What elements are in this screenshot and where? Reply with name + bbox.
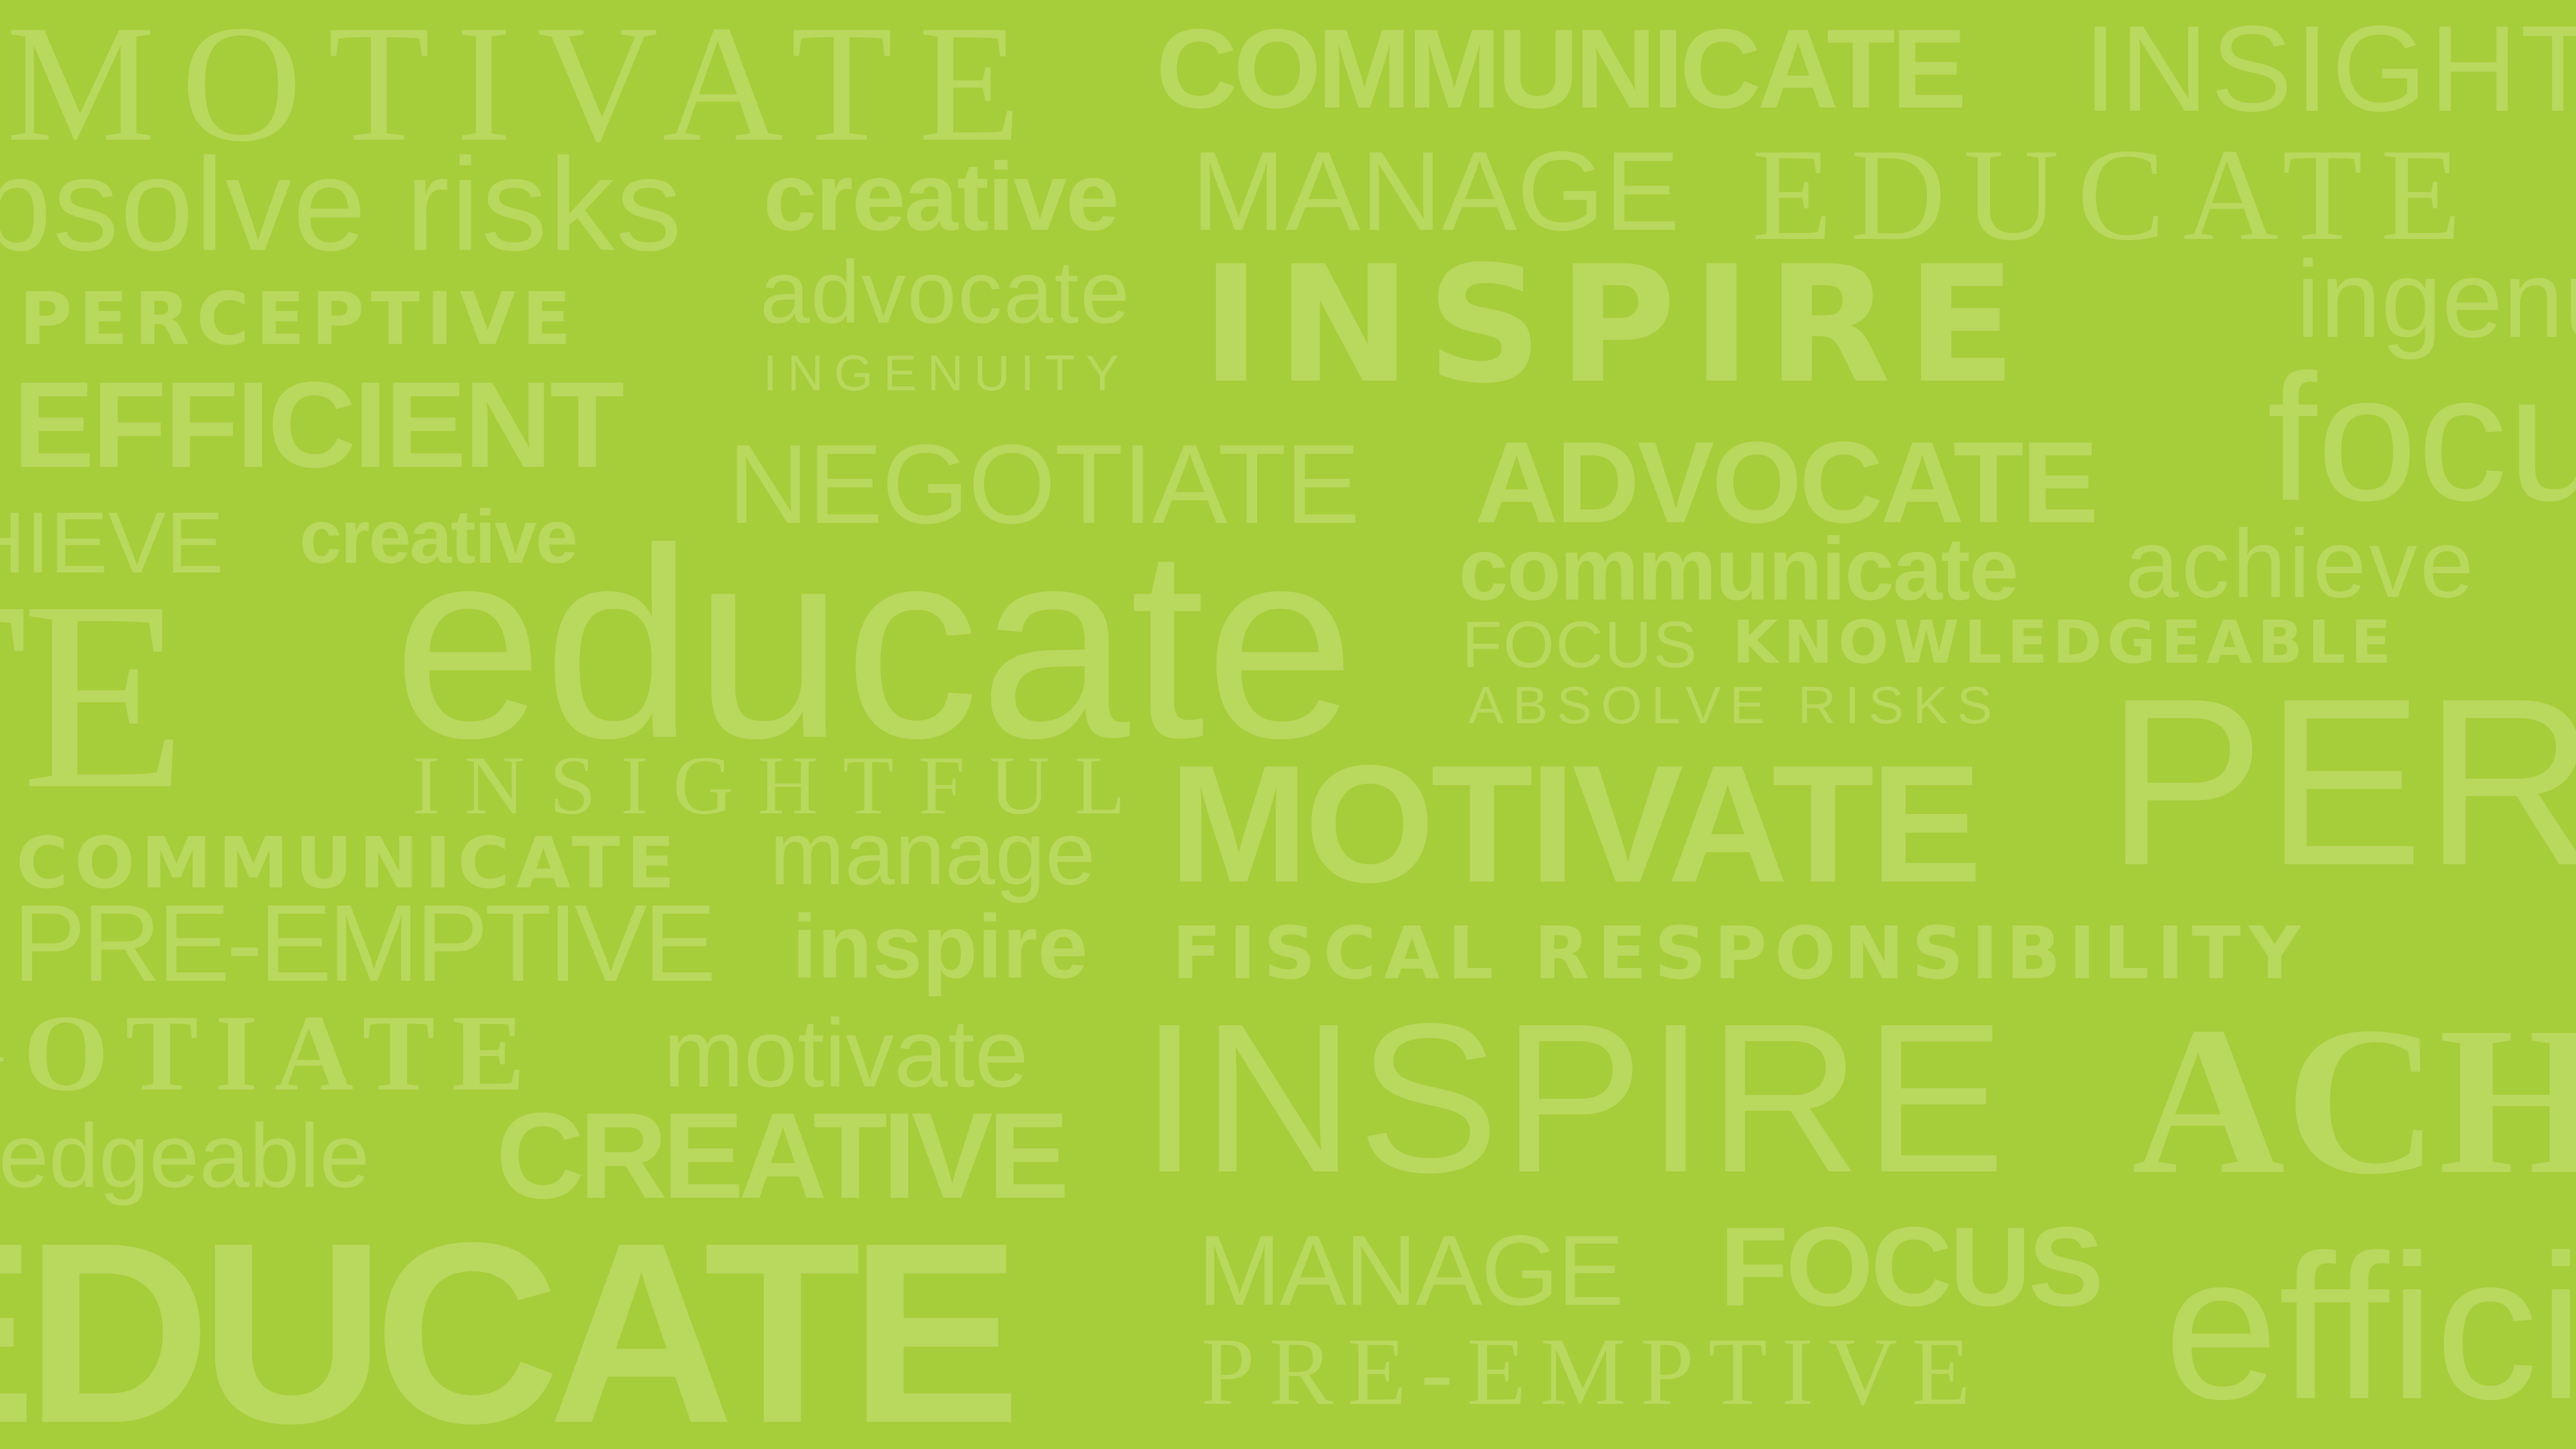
word-inspire-bold-lower: inspire [792, 896, 1088, 997]
word-ate-serif: ATE [0, 545, 187, 845]
word-preemptive-serif: PRE-EMPTIVE [1201, 1318, 1985, 1425]
word-creative-caps-bold: CREATIVE [496, 1088, 1070, 1224]
word-focus-thin: FOCUS [1462, 608, 1698, 681]
word-communicate-wide: COMMUNICATE [16, 822, 681, 904]
word-manage-caps-thin: MANAGE [1198, 1215, 1624, 1326]
word-negotiate-thin: NEGOTIATE [728, 422, 1360, 547]
word-achieve-serif-large: ACHIEVE [2132, 983, 2576, 1218]
word-communicate-bold: COMMUNICATE [1156, 6, 1967, 132]
word-knowledgeable-wide: KNOWLEDGEABLE [1732, 608, 2396, 677]
word-communicate-lower: communicate [1459, 520, 2019, 619]
word-motivate-lower: motivate [663, 999, 1028, 1107]
word-ingenuity-lower: ingenuity [2296, 238, 2576, 361]
word-educate-bold-large: EDUCATE [0, 1189, 1021, 1449]
word-motivate-serif: MOTIVATE [6, 0, 1047, 176]
word-focus-lower: focus [2267, 337, 2576, 538]
word-focus-bold: FOCUS [1719, 1204, 2103, 1330]
word-achieve-lower: achieve [2125, 509, 2477, 618]
word-advocate-thin: advocate [760, 243, 1132, 342]
word-advocate-bold: ADVOCATE [1475, 418, 2099, 547]
word-manage-lower: manage [770, 802, 1095, 904]
word-motivate-bold: MOTIVATE [1169, 731, 1982, 918]
word-efficient-lower: efficient [2164, 1211, 2576, 1442]
word-efficient-bold: EFFICIENT [13, 357, 625, 493]
word-absolve-risks: absolve risks [0, 131, 683, 278]
word-creative-bold: creative [763, 142, 1119, 251]
word-educate-serif: EDUCATE [1752, 122, 2479, 268]
word-fiscal-responsibility: FISCAL RESPONSIBILITY [1172, 912, 2309, 996]
word-absolve-risks-caps: ABSOLVE RISKS [1468, 676, 2002, 735]
word-insightful-serif: INSIGHTFUL [412, 739, 1150, 832]
word-perceptive-thin-large: PERCEPTIVE [2106, 649, 2576, 915]
word-insight-thin: INSIGHT [2083, 1, 2576, 137]
word-preemptive-thin: PRE-EMPTIVE [13, 882, 716, 1005]
word-achieve-caps: ACHIEVE [0, 494, 224, 591]
word-inspire-wide: INSPIRE [1201, 231, 2032, 419]
word-negotiate-serif: NEGOTIATE [0, 992, 542, 1113]
word-creative-bold-small: creative [299, 495, 578, 580]
word-knowledgeable-lower: knowledgeable [0, 1105, 370, 1206]
word-manage-thin: MANAGE [1191, 129, 1680, 254]
word-perceptive-wide: PERCEPTIVE [19, 278, 578, 361]
word-inspire-thin-large: INSPIRE [1140, 979, 2009, 1217]
word-ingenuity-caps: INGENUITY [763, 345, 1130, 401]
word-educate-large: educate [393, 493, 1356, 795]
